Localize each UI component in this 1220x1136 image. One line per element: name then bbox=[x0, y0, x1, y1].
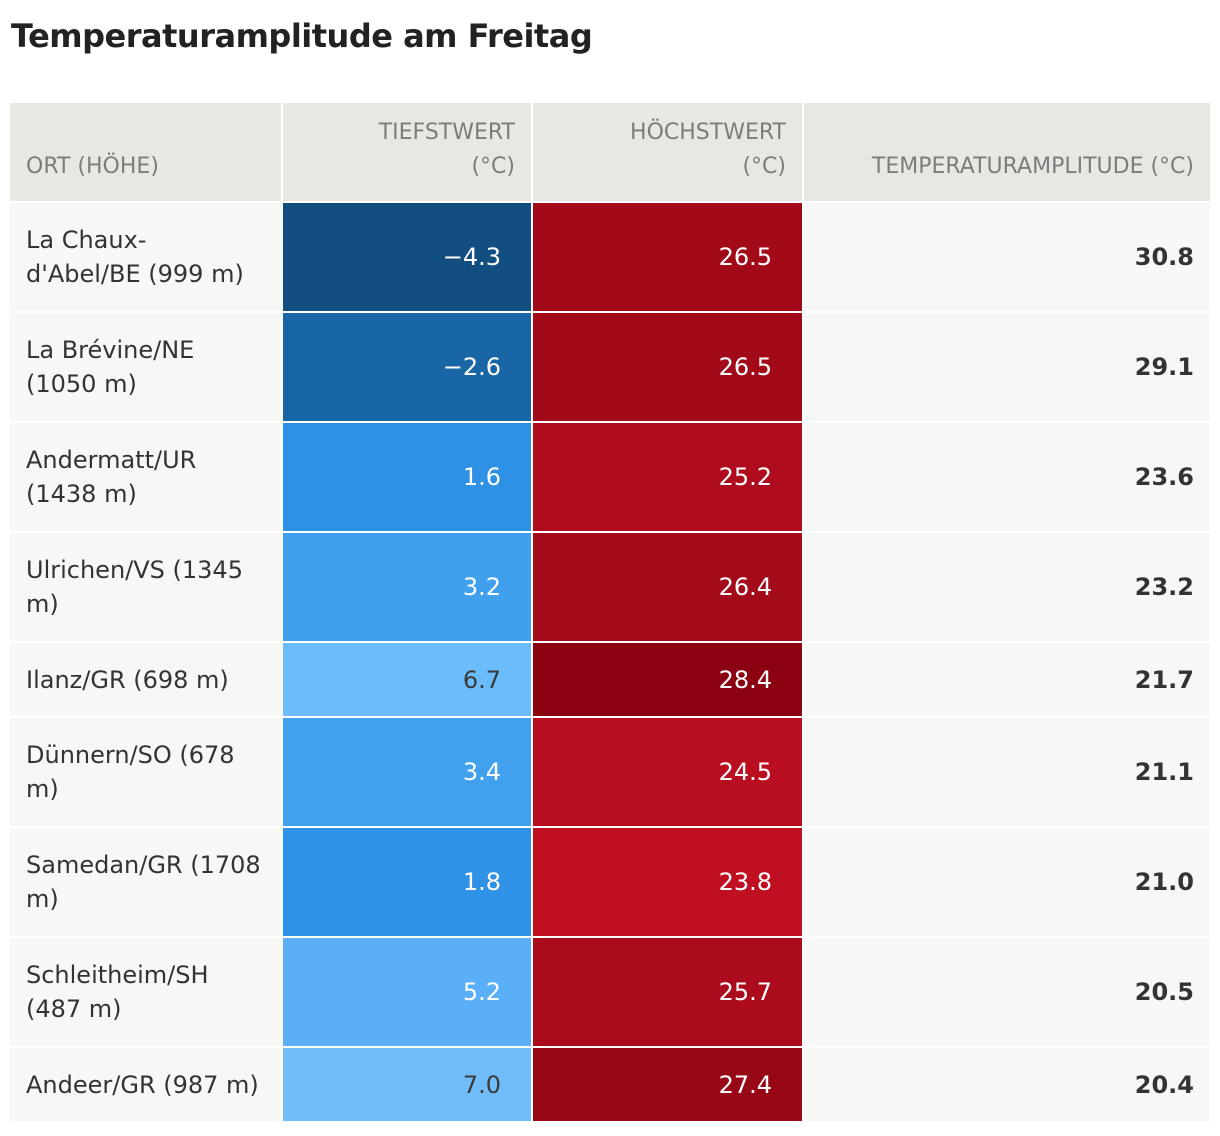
location-line-2: (1050 m) bbox=[26, 370, 137, 398]
location-cell: La Brévine/NE (1050 m) bbox=[10, 313, 283, 423]
max-temp-cell: 25.2 bbox=[533, 423, 804, 533]
header-max-unit: (°C) bbox=[742, 154, 786, 179]
min-temp-cell: 5.2 bbox=[283, 938, 533, 1048]
location-line-1: La Brévine/NE bbox=[26, 336, 195, 364]
location-cell: La Chaux-d'Abel/BE (999 m) bbox=[10, 203, 283, 313]
amplitude-cell: 21.1 bbox=[804, 718, 1210, 828]
min-temp-cell: 1.6 bbox=[283, 423, 533, 533]
table-row: La Chaux-d'Abel/BE (999 m) −4.3 26.5 30.… bbox=[10, 203, 1210, 313]
max-temp-cell: 28.4 bbox=[533, 643, 804, 718]
header-location-label: ORT (HÖHE) bbox=[26, 154, 159, 179]
table-row: Ulrichen/VS (1345 m) 3.2 26.4 23.2 bbox=[10, 533, 1210, 643]
location-line-2: m) bbox=[26, 775, 59, 803]
header-amplitude-label: TEMPERATURAMPLITUDE (°C) bbox=[871, 154, 1194, 179]
location-line-1: Andeer/GR (987 m) bbox=[26, 1070, 259, 1099]
location-line-1: Dünnern/SO (678 bbox=[26, 741, 235, 769]
min-temp-cell: 3.4 bbox=[283, 718, 533, 828]
header-min-unit: (°C) bbox=[471, 154, 515, 179]
min-temp-cell: 6.7 bbox=[283, 643, 533, 718]
page-title: Temperaturamplitude am Freitag bbox=[11, 17, 593, 55]
max-temp-cell: 27.4 bbox=[533, 1048, 804, 1123]
location-line-1: Andermatt/UR bbox=[26, 446, 197, 474]
table-body: La Chaux-d'Abel/BE (999 m) −4.3 26.5 30.… bbox=[10, 203, 1210, 1123]
location-cell: Schleitheim/SH (487 m) bbox=[10, 938, 283, 1048]
max-temp-cell: 24.5 bbox=[533, 718, 804, 828]
location-line-2: (1438 m) bbox=[26, 480, 137, 508]
table-row: Dünnern/SO (678 m) 3.4 24.5 21.1 bbox=[10, 718, 1210, 828]
location-line-1: Ulrichen/VS (1345 bbox=[26, 556, 243, 584]
table-row: Andeer/GR (987 m) 7.0 27.4 20.4 bbox=[10, 1048, 1210, 1123]
max-temp-cell: 26.4 bbox=[533, 533, 804, 643]
amplitude-cell: 21.0 bbox=[804, 828, 1210, 938]
amplitude-cell: 23.6 bbox=[804, 423, 1210, 533]
min-temp-cell: 7.0 bbox=[283, 1048, 533, 1123]
location-line-2: d'Abel/BE (999 m) bbox=[26, 260, 244, 288]
location-line-1: La Chaux- bbox=[26, 226, 147, 254]
location-cell: Andermatt/UR (1438 m) bbox=[10, 423, 283, 533]
location-cell: Ilanz/GR (698 m) bbox=[10, 643, 283, 718]
table-row: Ilanz/GR (698 m) 6.7 28.4 21.7 bbox=[10, 643, 1210, 718]
location-cell: Andeer/GR (987 m) bbox=[10, 1048, 283, 1123]
location-line-2: m) bbox=[26, 885, 59, 913]
min-temp-cell: 3.2 bbox=[283, 533, 533, 643]
header-amplitude: TEMPERATURAMPLITUDE (°C) bbox=[804, 103, 1210, 203]
location-line-1: Schleitheim/SH bbox=[26, 961, 209, 989]
location-line-2: m) bbox=[26, 590, 59, 618]
table-row: Samedan/GR (1708 m) 1.8 23.8 21.0 bbox=[10, 828, 1210, 938]
max-temp-cell: 26.5 bbox=[533, 203, 804, 313]
location-line-2: (487 m) bbox=[26, 995, 122, 1023]
table-row: La Brévine/NE (1050 m) −2.6 26.5 29.1 bbox=[10, 313, 1210, 423]
amplitude-cell: 20.4 bbox=[804, 1048, 1210, 1123]
header-max-label: HÖCHSTWERT bbox=[630, 120, 786, 145]
temperature-table: ORT (HÖHE) TIEFSTWERT (°C) HÖCHSTWERT (°C)… bbox=[10, 103, 1210, 1123]
location-cell: Dünnern/SO (678 m) bbox=[10, 718, 283, 828]
location-cell: Ulrichen/VS (1345 m) bbox=[10, 533, 283, 643]
header-max: HÖCHSTWERT (°C) bbox=[533, 103, 804, 203]
min-temp-cell: −4.3 bbox=[283, 203, 533, 313]
amplitude-cell: 20.5 bbox=[804, 938, 1210, 1048]
header-min-label: TIEFSTWERT bbox=[378, 120, 515, 145]
table-header: ORT (HÖHE) TIEFSTWERT (°C) HÖCHSTWERT (°C)… bbox=[10, 103, 1210, 203]
max-temp-cell: 23.8 bbox=[533, 828, 804, 938]
table-row: Andermatt/UR (1438 m) 1.6 25.2 23.6 bbox=[10, 423, 1210, 533]
table-row: Schleitheim/SH (487 m) 5.2 25.7 20.5 bbox=[10, 938, 1210, 1048]
header-min: TIEFSTWERT (°C) bbox=[283, 103, 533, 203]
max-temp-cell: 25.7 bbox=[533, 938, 804, 1048]
min-temp-cell: 1.8 bbox=[283, 828, 533, 938]
max-temp-cell: 26.5 bbox=[533, 313, 804, 423]
location-line-1: Samedan/GR (1708 bbox=[26, 851, 261, 879]
amplitude-cell: 23.2 bbox=[804, 533, 1210, 643]
header-location: ORT (HÖHE) bbox=[10, 103, 283, 203]
min-temp-cell: −2.6 bbox=[283, 313, 533, 423]
amplitude-cell: 30.8 bbox=[804, 203, 1210, 313]
amplitude-cell: 29.1 bbox=[804, 313, 1210, 423]
location-cell: Samedan/GR (1708 m) bbox=[10, 828, 283, 938]
header-row: ORT (HÖHE) TIEFSTWERT (°C) HÖCHSTWERT (°C)… bbox=[10, 103, 1210, 203]
location-line-1: Ilanz/GR (698 m) bbox=[26, 665, 229, 694]
amplitude-cell: 21.7 bbox=[804, 643, 1210, 718]
